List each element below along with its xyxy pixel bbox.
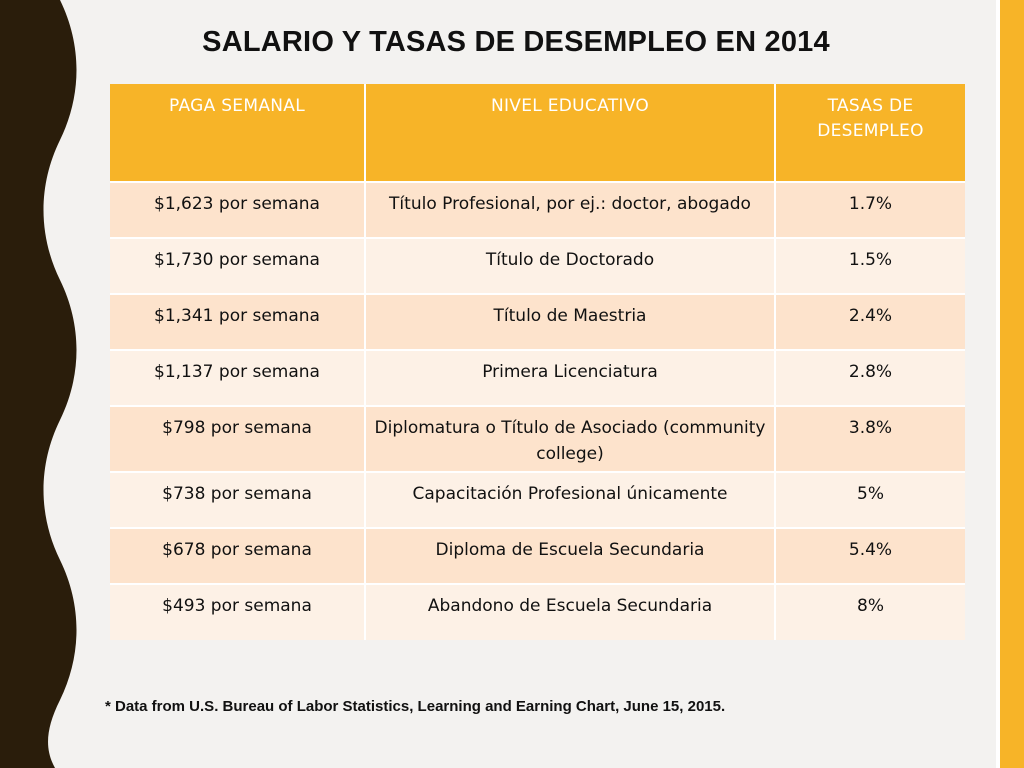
table-row: $1,730 por semana Título de Doctorado 1.… [110,237,965,294]
table-row: $493 por semana Abandono de Escuela Secu… [110,583,965,640]
cell-weekly-pay: $798 por semana [110,405,366,472]
cell-unemployment-rate: 3.8% [775,405,965,472]
cell-weekly-pay: $493 por semana [110,583,366,640]
right-accent-gap [996,0,1000,768]
cell-unemployment-rate: 1.7% [775,181,965,238]
cell-education-level: Título Profesional, por ej.: doctor, abo… [365,181,776,238]
slide-title: SALARIO Y TASAS DE DESEMPLEO EN 2014 [202,26,830,58]
cell-weekly-pay: $1,137 por semana [110,349,366,406]
cell-education-level: Diploma de Escuela Secundaria [365,527,776,584]
cell-weekly-pay: $738 por semana [110,471,366,528]
cell-education-level: Diplomatura o Título de Asociado (commun… [365,405,776,472]
cell-unemployment-rate: 5% [775,471,965,528]
cell-education-level: Título de Doctorado [365,237,776,294]
cell-unemployment-rate: 2.8% [775,349,965,406]
cell-education-level: Capacitación Profesional únicamente [365,471,776,528]
cell-unemployment-rate: 2.4% [775,293,965,350]
cell-weekly-pay: $678 por semana [110,527,366,584]
table-row: $678 por semana Diploma de Escuela Secun… [110,527,965,584]
table-row: $738 por semana Capacitación Profesional… [110,471,965,528]
left-wave-decoration [0,0,77,768]
salary-table: PAGA SEMANAL NIVEL EDUCATIVO TASAS DE DE… [110,84,965,640]
header-education-level: NIVEL EDUCATIVO [365,84,776,182]
cell-unemployment-rate: 5.4% [775,527,965,584]
table-header-row: PAGA SEMANAL NIVEL EDUCATIVO TASAS DE DE… [110,84,965,182]
table-row: $1,341 por semana Título de Maestria 2.4… [110,293,965,350]
cell-education-level: Título de Maestria [365,293,776,350]
table-row: $1,623 por semana Título Profesional, po… [110,181,965,238]
header-unemployment-rate: TASAS DE DESEMPLEO [775,84,965,182]
cell-education-level: Primera Licenciatura [365,349,776,406]
right-accent-bar [1000,0,1024,768]
cell-unemployment-rate: 1.5% [775,237,965,294]
cell-weekly-pay: $1,341 por semana [110,293,366,350]
cell-education-level: Abandono de Escuela Secundaria [365,583,776,640]
source-footnote: * Data from U.S. Bureau of Labor Statist… [105,698,726,715]
cell-unemployment-rate: 8% [775,583,965,640]
cell-weekly-pay: $1,623 por semana [110,181,366,238]
table-row: $1,137 por semana Primera Licenciatura 2… [110,349,965,406]
cell-weekly-pay: $1,730 por semana [110,237,366,294]
table-row: $798 por semana Diplomatura o Título de … [110,405,965,472]
header-weekly-pay: PAGA SEMANAL [110,84,366,182]
